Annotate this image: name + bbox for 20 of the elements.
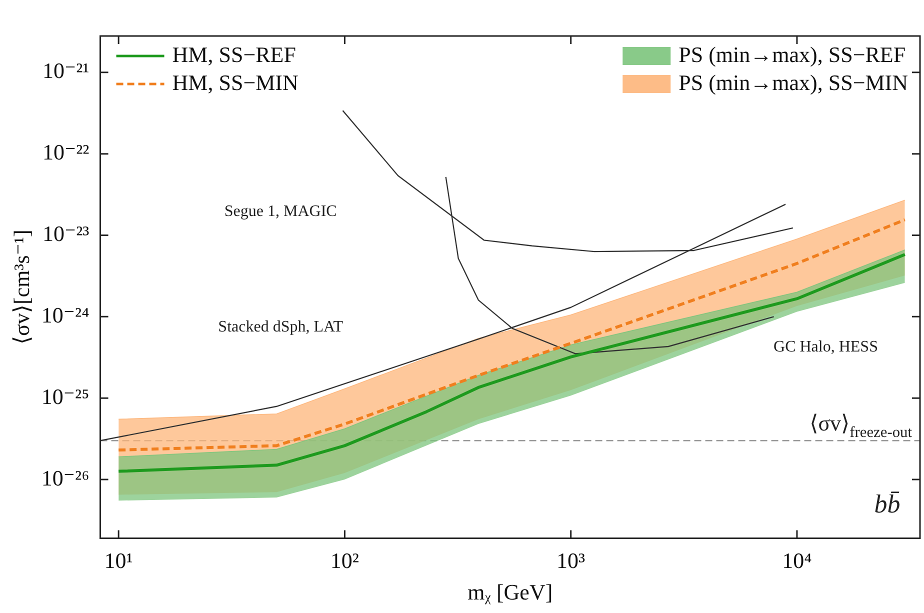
legend-label: PS (min→max), SS−REF: [678, 42, 906, 67]
y-tick-label: 10⁻²⁵: [41, 384, 90, 409]
y-tick-label: 10⁻²⁴: [41, 302, 90, 328]
legend-label: PS (min→max), SS−MIN: [678, 70, 908, 95]
y-tick-label: 10⁻²¹: [42, 58, 90, 84]
y-tick-label: 10⁻²³: [42, 221, 90, 246]
annotation: bb̄: [874, 489, 900, 518]
x-tick-label: 10⁴: [782, 548, 812, 574]
x-axis-title: mᵪ [GeV]: [468, 580, 553, 605]
annotation: Segue 1, MAGIC: [224, 202, 337, 220]
y-tick-label: 10⁻²⁶: [41, 465, 90, 490]
legend-label: HM, SS−REF: [172, 42, 296, 67]
y-tick-label: 10⁻²²: [42, 140, 90, 165]
x-tick-label: 10³: [556, 548, 586, 574]
legend-label: HM, SS−MIN: [172, 70, 298, 95]
y-axis-title: ⟨σv⟩[cm³s⁻¹]: [8, 230, 34, 345]
annotation: Stacked dSph, LAT: [218, 318, 344, 336]
x-tick-label: 10²: [330, 548, 360, 574]
annotation: GC Halo, HESS: [774, 338, 878, 356]
x-tick-label: 10¹: [104, 548, 133, 574]
